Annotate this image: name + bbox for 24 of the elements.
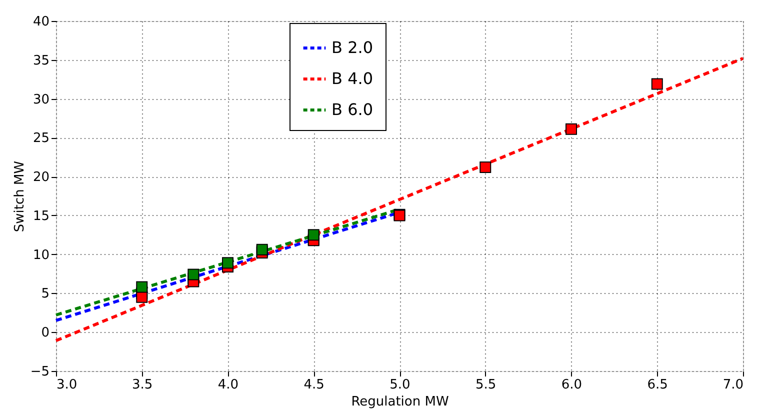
x-tick-label: 4.5 (304, 378, 324, 392)
y-tick-label: 35 (32, 53, 50, 68)
y-tick-label: 10 (32, 248, 50, 263)
y-tick-label: 5 (41, 286, 50, 302)
y-tick-label: 25 (32, 131, 50, 146)
x-tick-label: 6.5 (647, 378, 668, 392)
y-tick-label: −5 (30, 364, 50, 380)
x-tick-label: 3.0 (56, 378, 78, 392)
x-tick-label: 4.0 (218, 378, 239, 392)
y-tick-label: 40 (32, 14, 50, 30)
x-tick-label: 5.5 (476, 378, 496, 392)
legend-label: B 2.0 (332, 38, 374, 57)
y-axis-title: Switch MW (12, 160, 28, 232)
x-tick-label: 6.0 (561, 378, 582, 392)
x-tick-label: 5.0 (390, 378, 410, 392)
y-tick-label: 15 (32, 208, 50, 224)
y-tick-label: 0 (41, 326, 50, 341)
legend-label: B 6.0 (332, 100, 374, 119)
y-tick-label: 30 (32, 92, 50, 108)
y-tick-label: 20 (32, 170, 50, 186)
legend-label: B 4.0 (332, 69, 374, 88)
x-axis-title: Regulation MW (351, 394, 449, 410)
x-tick-label: 3.5 (132, 378, 153, 392)
x-tick-label: 7.0 (722, 378, 744, 392)
